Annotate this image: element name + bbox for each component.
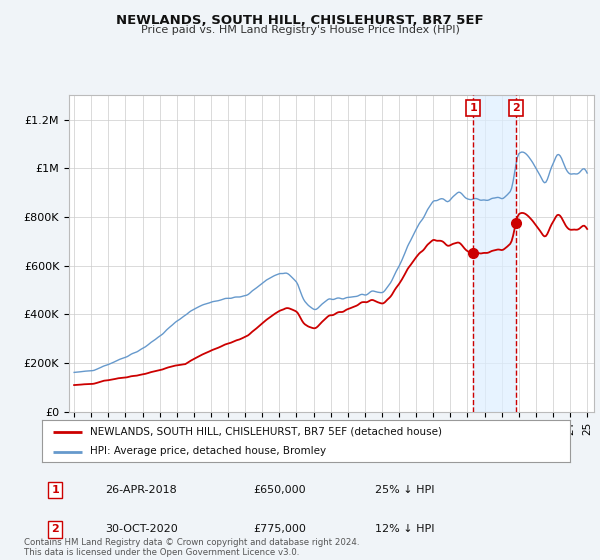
Text: 1: 1	[469, 103, 477, 113]
Text: 12% ↓ HPI: 12% ↓ HPI	[374, 524, 434, 534]
Text: Contains HM Land Registry data © Crown copyright and database right 2024.
This d: Contains HM Land Registry data © Crown c…	[24, 538, 359, 557]
Text: 26-APR-2018: 26-APR-2018	[106, 485, 177, 495]
Text: NEWLANDS, SOUTH HILL, CHISLEHURST, BR7 5EF: NEWLANDS, SOUTH HILL, CHISLEHURST, BR7 5…	[116, 14, 484, 27]
Text: 30-OCT-2020: 30-OCT-2020	[106, 524, 178, 534]
Bar	[473, 95, 516, 412]
Text: £650,000: £650,000	[253, 485, 306, 495]
Text: 25% ↓ HPI: 25% ↓ HPI	[374, 485, 434, 495]
Text: 2: 2	[52, 524, 59, 534]
Text: 2: 2	[512, 103, 520, 113]
Text: £775,000: £775,000	[253, 524, 306, 534]
Text: HPI: Average price, detached house, Bromley: HPI: Average price, detached house, Brom…	[89, 446, 326, 456]
Text: 1: 1	[52, 485, 59, 495]
Text: NEWLANDS, SOUTH HILL, CHISLEHURST, BR7 5EF (detached house): NEWLANDS, SOUTH HILL, CHISLEHURST, BR7 5…	[89, 427, 442, 437]
Text: Price paid vs. HM Land Registry's House Price Index (HPI): Price paid vs. HM Land Registry's House …	[140, 25, 460, 35]
